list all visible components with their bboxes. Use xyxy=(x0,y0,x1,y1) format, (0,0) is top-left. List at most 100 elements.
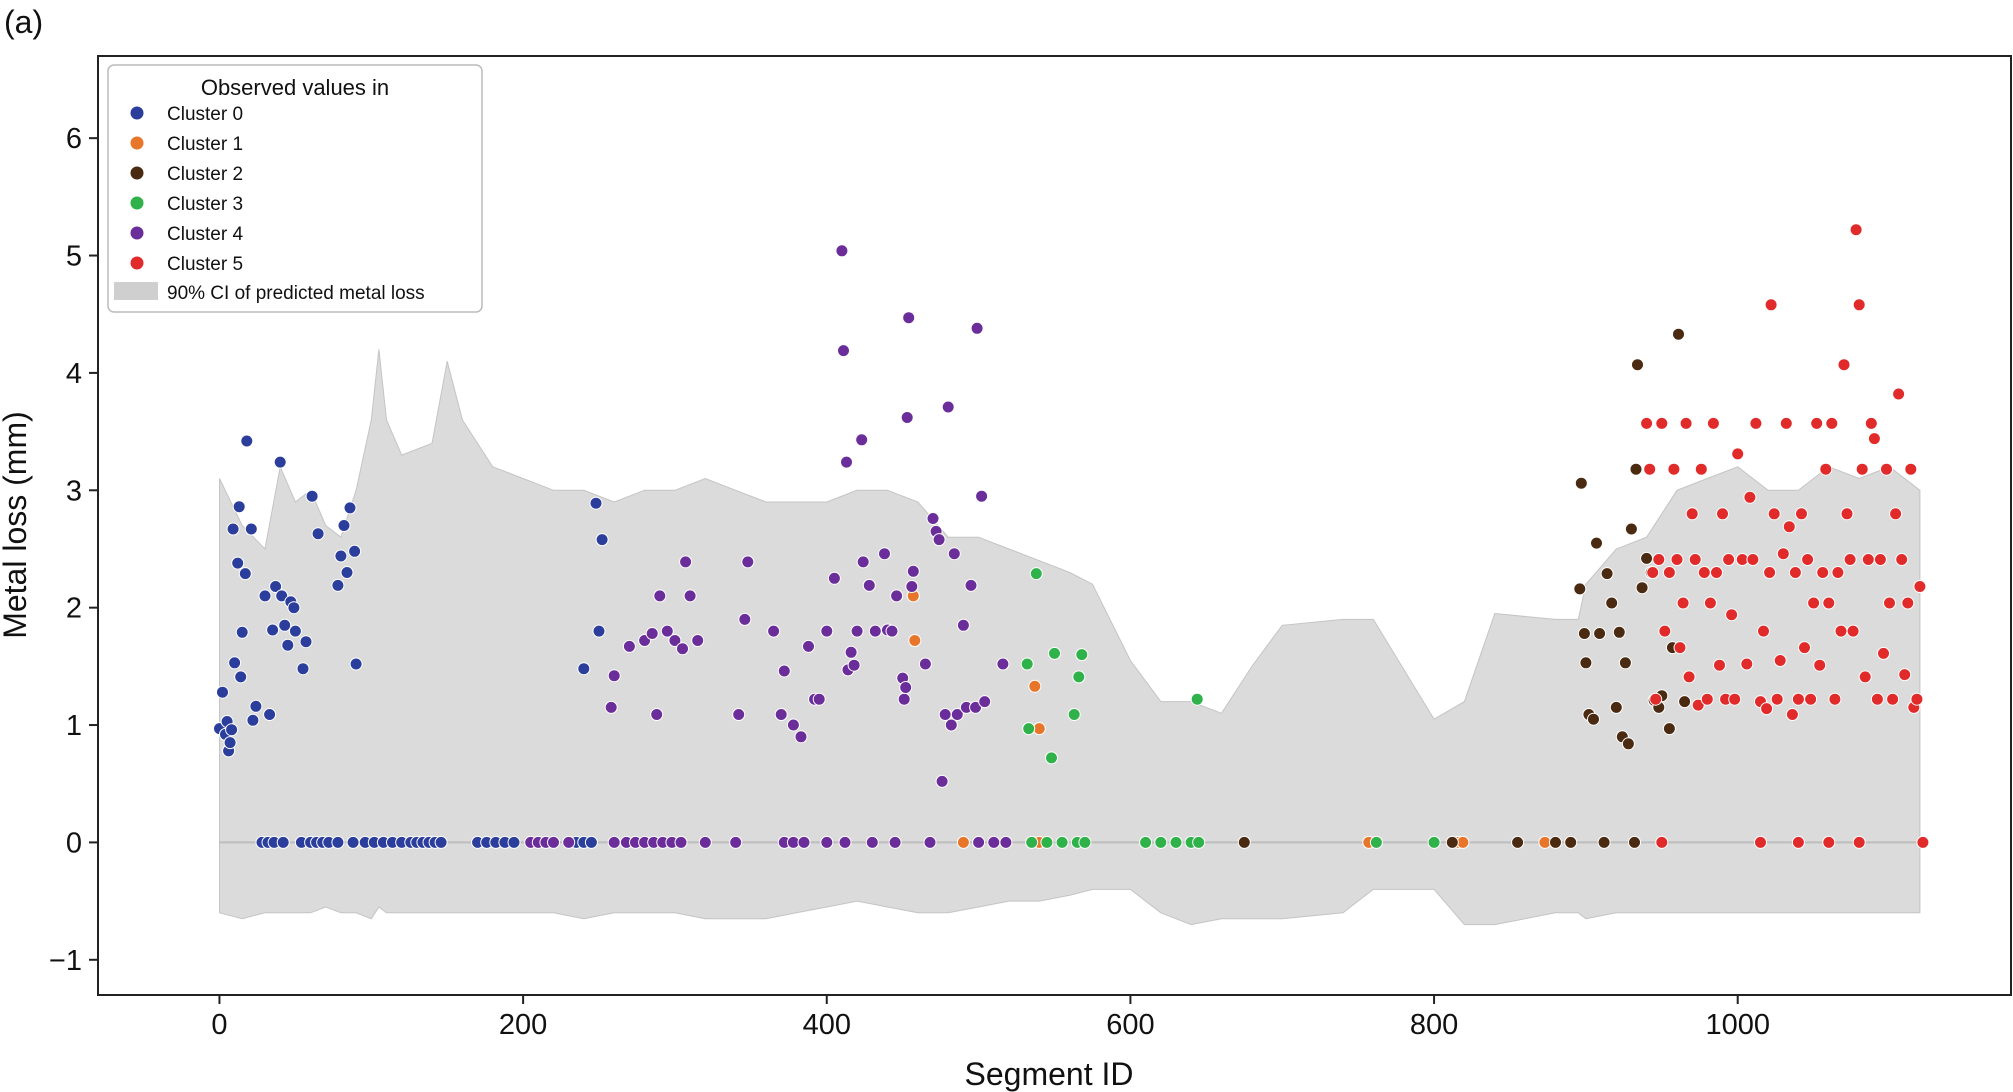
data-point xyxy=(1678,695,1692,709)
data-point xyxy=(1045,751,1058,765)
x-tick-label: 800 xyxy=(1410,1009,1458,1041)
data-point xyxy=(1898,668,1912,682)
legend-marker xyxy=(129,135,145,151)
data-point xyxy=(1635,581,1649,595)
data-point xyxy=(1564,835,1578,849)
data-point xyxy=(947,547,961,561)
data-point xyxy=(1740,657,1754,671)
legend-label: Cluster 3 xyxy=(167,194,243,215)
data-point xyxy=(1807,596,1821,610)
data-point xyxy=(1873,553,1887,566)
data-point xyxy=(337,519,351,532)
data-point xyxy=(1795,507,1808,521)
series-3 xyxy=(1020,567,1441,849)
data-point xyxy=(1020,657,1034,671)
data-point xyxy=(1716,507,1729,521)
data-point xyxy=(838,835,852,849)
data-point xyxy=(577,662,591,676)
data-point xyxy=(1892,387,1906,401)
data-point xyxy=(507,835,521,849)
data-point xyxy=(1822,596,1836,610)
data-point xyxy=(1779,416,1793,430)
data-point xyxy=(1631,358,1644,372)
data-point xyxy=(1593,627,1607,640)
data-point xyxy=(1858,670,1872,684)
legend-marker xyxy=(129,225,145,241)
data-point xyxy=(1728,692,1742,706)
data-point xyxy=(1078,835,1092,849)
data-point xyxy=(249,699,263,713)
data-point xyxy=(1880,462,1893,476)
x-tick-label: 0 xyxy=(211,1009,227,1041)
x-axis: 0 200 400 600 800 1000 xyxy=(211,995,1770,1041)
x-tick-label: 1000 xyxy=(1705,1009,1770,1041)
data-point xyxy=(1067,708,1081,721)
data-point xyxy=(288,624,302,638)
data-point xyxy=(343,501,357,515)
legend-label: Cluster 0 xyxy=(167,104,243,125)
data-point xyxy=(999,835,1013,849)
data-point xyxy=(794,730,808,744)
data-point xyxy=(1713,658,1726,672)
data-point xyxy=(273,455,287,469)
data-point xyxy=(1075,648,1089,662)
data-point xyxy=(1764,298,1778,312)
series-4 xyxy=(524,244,1013,849)
data-point xyxy=(592,624,606,638)
data-point xyxy=(674,835,688,849)
legend-marker xyxy=(129,165,145,181)
data-point xyxy=(868,624,882,638)
data-point xyxy=(797,835,811,849)
data-point xyxy=(1825,416,1839,430)
data-point xyxy=(1590,536,1603,550)
data-point xyxy=(996,657,1010,671)
data-point xyxy=(604,700,618,714)
data-point xyxy=(1573,582,1587,596)
data-point xyxy=(732,708,746,721)
data-point xyxy=(767,624,781,638)
data-point xyxy=(1640,416,1654,430)
data-point xyxy=(1697,566,1711,579)
data-point xyxy=(1710,566,1723,579)
data-point xyxy=(1237,835,1251,849)
data-point xyxy=(683,589,697,603)
data-point xyxy=(1798,641,1811,655)
data-point xyxy=(231,556,245,570)
data-point xyxy=(908,634,922,647)
data-point xyxy=(1861,553,1875,566)
data-point xyxy=(777,664,791,678)
data-point xyxy=(1901,596,1915,610)
data-point xyxy=(1773,654,1787,667)
ci-band-layer xyxy=(219,349,1921,926)
data-point xyxy=(899,681,913,694)
x-axis-label: Segment ID xyxy=(965,1056,1134,1092)
data-point xyxy=(975,489,989,503)
data-point xyxy=(1154,835,1168,849)
data-point xyxy=(1048,646,1061,660)
data-point xyxy=(741,555,755,569)
data-point xyxy=(258,589,272,603)
y-tick-label: 5 xyxy=(66,241,82,273)
data-point xyxy=(820,624,834,638)
data-point xyxy=(1688,553,1702,566)
data-point xyxy=(847,658,861,672)
data-point xyxy=(1754,835,1767,849)
data-point xyxy=(820,835,834,849)
panel-label: (a) xyxy=(4,4,44,40)
data-point xyxy=(850,624,864,638)
data-point xyxy=(902,311,916,325)
data-point xyxy=(1169,835,1183,849)
data-point xyxy=(1822,835,1836,849)
data-point xyxy=(311,527,325,541)
data-point xyxy=(668,634,682,647)
data-point xyxy=(299,635,313,649)
data-point xyxy=(296,662,310,676)
data-point xyxy=(1746,553,1760,566)
data-point xyxy=(964,578,978,592)
data-point xyxy=(1662,722,1676,736)
data-point xyxy=(1676,596,1690,610)
data-point xyxy=(1624,522,1638,536)
data-point xyxy=(340,566,354,579)
